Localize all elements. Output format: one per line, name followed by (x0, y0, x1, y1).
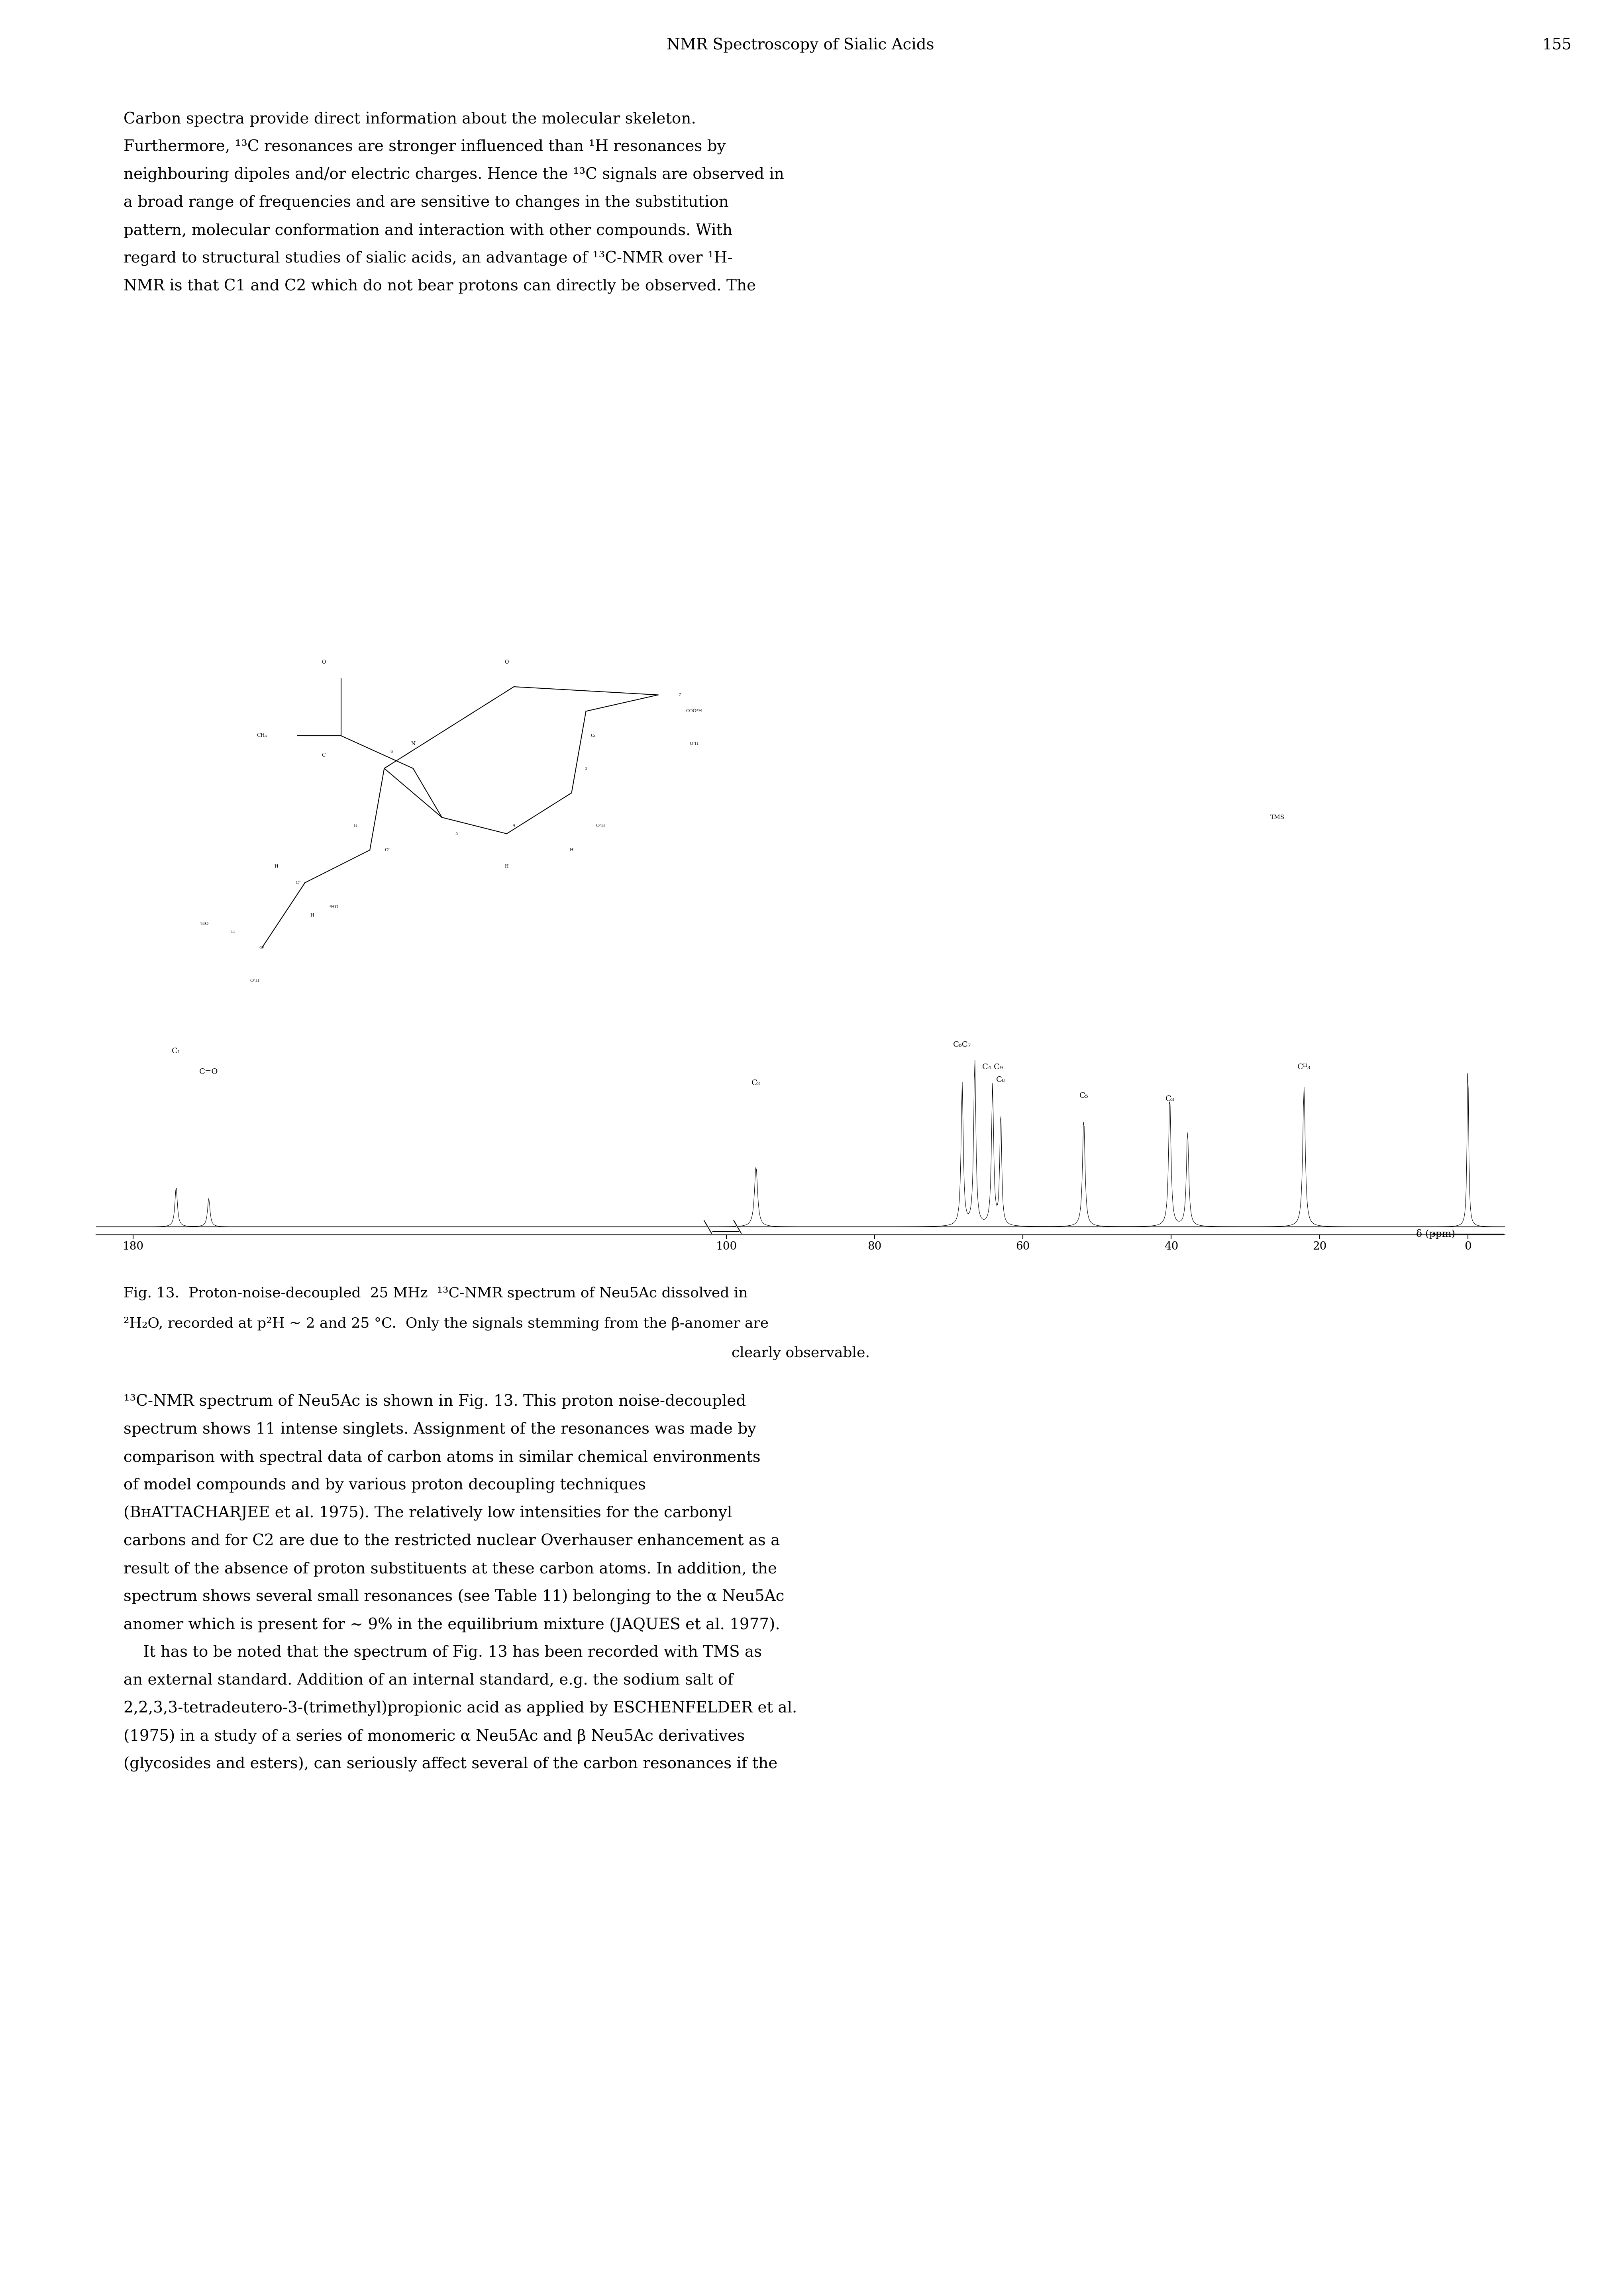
Text: (1975) in a study of a series of monomeric α Neu5Ac and β Neu5Ac derivatives: (1975) in a study of a series of monomer… (123, 1729, 744, 1745)
Text: C₅: C₅ (1079, 1093, 1089, 1100)
Text: C₁: C₁ (171, 1047, 181, 1054)
Text: Fig. 13.  Proton-noise-decoupled  25 MHz  ¹³C-NMR spectrum of Neu5Ac dissolved i: Fig. 13. Proton-noise-decoupled 25 MHz ¹… (123, 1286, 748, 1300)
Text: ²HO: ²HO (200, 921, 208, 925)
Text: 2,2,3,3-tetradeutero-3-(trimethyl)propionic acid as applied by ESCHENFELDER et a: 2,2,3,3-tetradeutero-3-(trimethyl)propio… (123, 1701, 797, 1715)
Text: result of the absence of proton substituents at these carbon atoms. In addition,: result of the absence of proton substitu… (123, 1561, 776, 1577)
Text: NMR is that C1 and C2 which do not bear protons can directly be observed. The: NMR is that C1 and C2 which do not bear … (123, 278, 756, 294)
Text: 6: 6 (391, 751, 392, 753)
Text: O: O (504, 659, 509, 666)
Text: C₈: C₈ (996, 1077, 1005, 1084)
Text: N: N (411, 742, 415, 746)
Text: a broad range of frequencies and are sensitive to changes in the substitution: a broad range of frequencies and are sen… (123, 195, 728, 211)
Text: Cᴴ₃: Cᴴ₃ (1297, 1063, 1311, 1070)
Text: of model compounds and by various proton decoupling techniques: of model compounds and by various proton… (123, 1479, 645, 1492)
Text: H: H (504, 863, 509, 868)
Text: C⁹: C⁹ (259, 946, 264, 951)
Text: COO²H: COO²H (685, 709, 703, 714)
Text: 155: 155 (1542, 37, 1572, 53)
Text: C₄ C₉: C₄ C₉ (983, 1063, 1002, 1070)
Text: O²H: O²H (596, 824, 605, 827)
Text: Furthermore, ¹³C resonances are stronger influenced than ¹H resonances by: Furthermore, ¹³C resonances are stronger… (123, 140, 725, 154)
Text: H: H (570, 847, 573, 852)
Text: C=O: C=O (199, 1068, 218, 1075)
Text: neighbouring dipoles and/or electric charges. Hence the ¹³C signals are observed: neighbouring dipoles and/or electric cha… (123, 168, 784, 181)
Text: TMS: TMS (1271, 815, 1284, 820)
Text: ²H₂O, recorded at p²H ∼ 2 and 25 °C.  Only the signals stemming from the β-anome: ²H₂O, recorded at p²H ∼ 2 and 25 °C. Onl… (123, 1316, 768, 1329)
Text: 3: 3 (584, 767, 588, 769)
Text: spectrum shows 11 intense singlets. Assignment of the resonances was made by: spectrum shows 11 intense singlets. Assi… (123, 1421, 756, 1437)
Text: O²H: O²H (250, 978, 259, 983)
Text: 7: 7 (679, 693, 680, 696)
Text: NMR Spectroscopy of Sialic Acids: NMR Spectroscopy of Sialic Acids (666, 37, 935, 53)
Text: spectrum shows several small resonances (see Table 11) belonging to the α Neu5Ac: spectrum shows several small resonances … (123, 1589, 784, 1605)
Text: ²HO: ²HO (330, 905, 338, 909)
Text: It has to be noted that the spectrum of Fig. 13 has been recorded with TMS as: It has to be noted that the spectrum of … (123, 1646, 762, 1660)
Text: C: C (322, 753, 325, 758)
Text: carbons and for C2 are due to the restricted nuclear Overhauser enhancement as a: carbons and for C2 are due to the restri… (123, 1534, 780, 1548)
Text: C₂: C₂ (591, 735, 596, 737)
Text: C₂: C₂ (751, 1079, 760, 1086)
Text: clearly observable.: clearly observable. (732, 1345, 869, 1359)
Text: an external standard. Addition of an internal standard, e.g. the sodium salt of: an external standard. Addition of an int… (123, 1674, 733, 1688)
Text: anomer which is present for ∼ 9% in the equilibrium mixture (JAQUES et al. 1977): anomer which is present for ∼ 9% in the … (123, 1616, 780, 1632)
Text: 4: 4 (512, 824, 516, 827)
Text: 5: 5 (455, 831, 458, 836)
Text: ¹³C-NMR spectrum of Neu5Ac is shown in Fig. 13. This proton noise-decoupled: ¹³C-NMR spectrum of Neu5Ac is shown in F… (123, 1394, 746, 1410)
Text: Carbon spectra provide direct information about the molecular skeleton.: Carbon spectra provide direct informatio… (123, 113, 696, 126)
Text: O: O (322, 659, 325, 666)
Text: H: H (311, 914, 314, 918)
Text: H: H (231, 930, 235, 934)
Text: H: H (354, 824, 357, 827)
Text: H: H (274, 863, 279, 868)
Text: (glycosides and esters), can seriously affect several of the carbon resonances i: (glycosides and esters), can seriously a… (123, 1756, 778, 1773)
Text: C₆C₇: C₆C₇ (953, 1042, 972, 1049)
Text: C⁸: C⁸ (295, 882, 301, 884)
Text: (BʜATTACHARJEE et al. 1975). The relatively low intensities for the carbonyl: (BʜATTACHARJEE et al. 1975). The relativ… (123, 1506, 732, 1520)
Text: CH₃: CH₃ (256, 732, 267, 739)
Text: C⁷: C⁷ (384, 847, 389, 852)
Text: regard to structural studies of sialic acids, an advantage of ¹³C-NMR over ¹H-: regard to structural studies of sialic a… (123, 250, 733, 266)
Text: pattern, molecular conformation and interaction with other compounds. With: pattern, molecular conformation and inte… (123, 223, 733, 239)
Text: C₃: C₃ (1166, 1095, 1174, 1102)
Text: δ (ppm): δ (ppm) (1415, 1228, 1455, 1240)
Text: O²H: O²H (690, 742, 698, 746)
Text: comparison with spectral data of carbon atoms in similar chemical environments: comparison with spectral data of carbon … (123, 1451, 760, 1465)
